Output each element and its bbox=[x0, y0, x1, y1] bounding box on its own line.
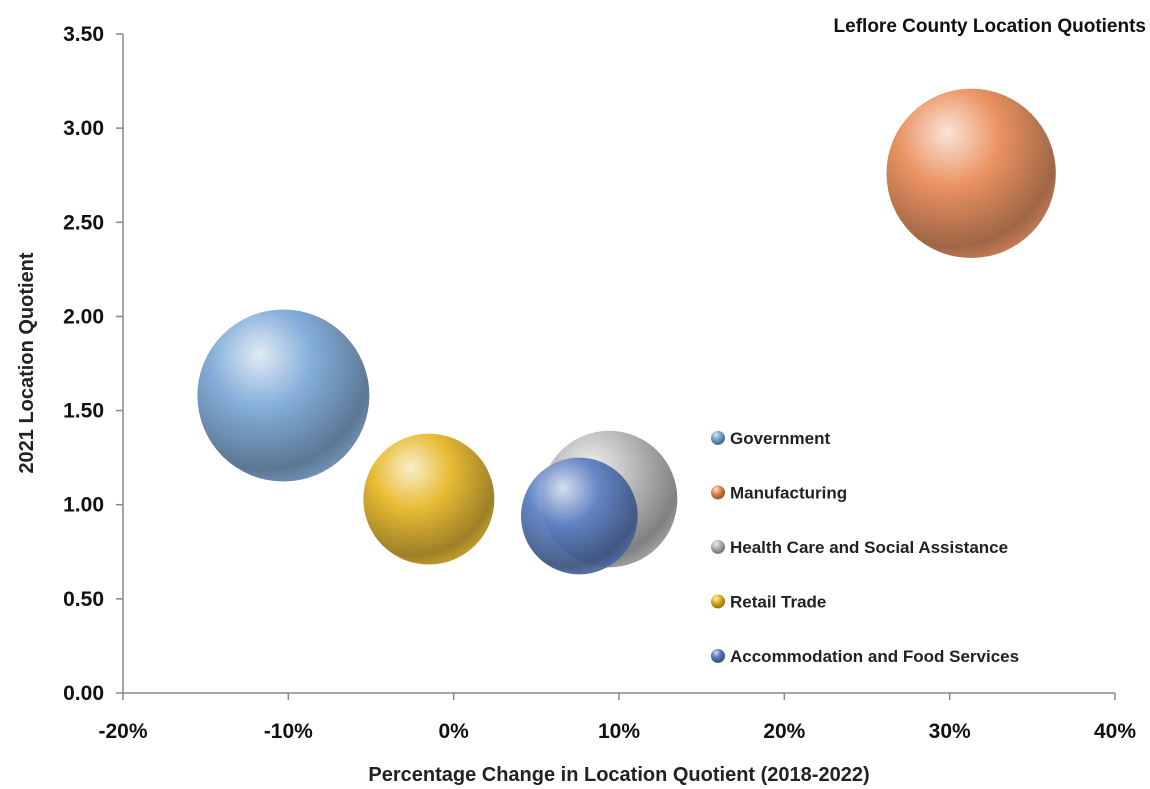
y-tick-label: 1.00 bbox=[63, 494, 104, 517]
x-tick-label: 10% bbox=[598, 720, 640, 743]
bubble-accommodation-and-food-services bbox=[520, 457, 638, 575]
x-tick-label: -20% bbox=[98, 720, 147, 743]
legend-item-accommodation-and-food-services: Accommodation and Food Services bbox=[711, 647, 1019, 666]
y-tick-label: 3.50 bbox=[63, 23, 104, 46]
y-axis-title: 2021 Location Quotient bbox=[16, 252, 38, 473]
legend-label: Accommodation and Food Services bbox=[730, 647, 1019, 666]
y-tick-label: 3.00 bbox=[63, 117, 104, 140]
legend-label: Health Care and Social Assistance bbox=[730, 538, 1008, 557]
legend-marker bbox=[711, 540, 725, 554]
x-tick-label: 0% bbox=[438, 720, 469, 743]
bubble-retail-trade bbox=[363, 433, 495, 565]
legend-label: Government bbox=[730, 429, 830, 448]
y-tick-label: 2.50 bbox=[63, 211, 104, 234]
bubble-manufacturing bbox=[886, 88, 1056, 259]
y-tick-label: 0.00 bbox=[63, 682, 104, 705]
legend-item-health-care-and-social-assistance: Health Care and Social Assistance bbox=[711, 538, 1008, 557]
legend: Government Manufacturing Health Care and S… bbox=[711, 429, 1019, 666]
legend-marker bbox=[711, 431, 725, 445]
x-tick-label: 30% bbox=[929, 720, 971, 743]
legend-marker bbox=[711, 649, 725, 663]
legend-item-manufacturing: Manufacturing bbox=[711, 484, 847, 503]
bubbles-layer bbox=[197, 88, 1056, 575]
x-axis-title: Percentage Change in Location Quotient (… bbox=[368, 764, 869, 786]
y-tick-label: 1.50 bbox=[63, 400, 104, 423]
legend-item-government: Government bbox=[711, 429, 830, 448]
axis-ticks: -20% -10% 0% 10% 20% 30% 40% 0.00 0.50 1.00 1.50 2.… bbox=[63, 23, 1136, 743]
x-tick-label: 40% bbox=[1094, 720, 1136, 743]
legend-label: Manufacturing bbox=[730, 484, 847, 503]
x-tick-label: 20% bbox=[763, 720, 805, 743]
legend-marker bbox=[711, 594, 725, 609]
y-tick-label: 0.50 bbox=[63, 588, 104, 611]
x-tick-label: -10% bbox=[264, 720, 313, 743]
bubble-government bbox=[197, 309, 370, 482]
y-tick-label: 2.00 bbox=[63, 305, 104, 328]
chart-title: Leflore County Location Quotients bbox=[834, 16, 1146, 37]
legend-item-retail-trade: Retail Trade bbox=[711, 593, 826, 612]
legend-marker bbox=[711, 485, 725, 500]
legend-label: Retail Trade bbox=[730, 593, 826, 612]
